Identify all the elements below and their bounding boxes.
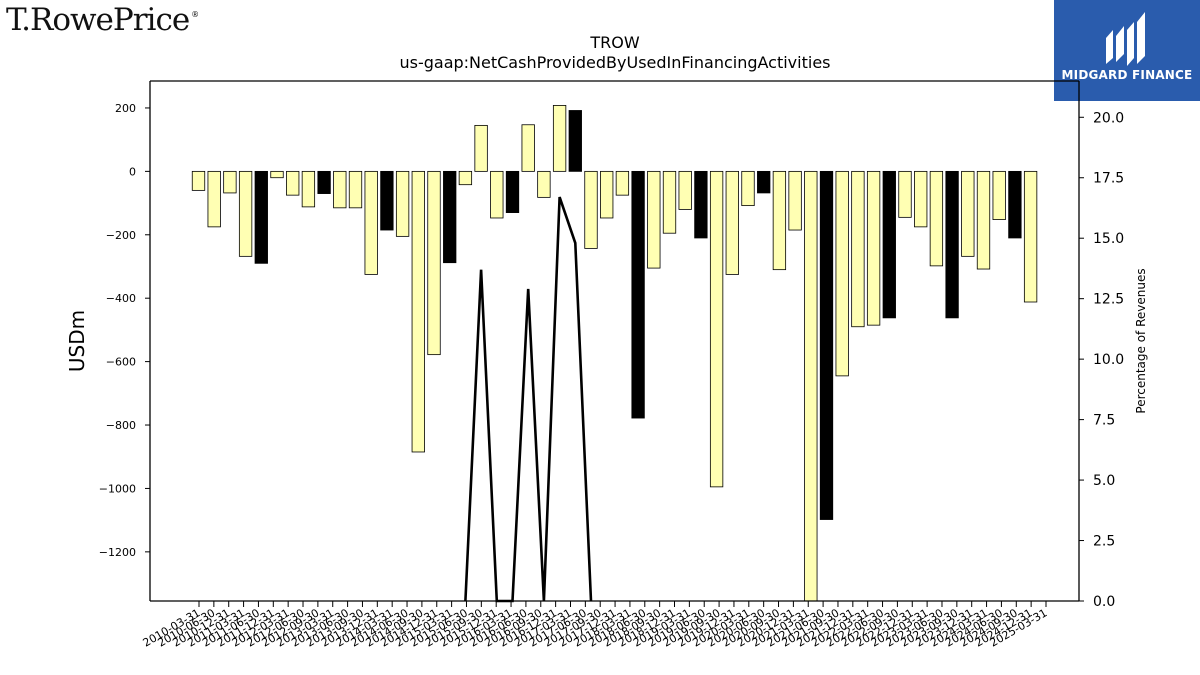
bar xyxy=(662,170,677,234)
chart-subtitle: us-gaap:NetCashProvidedByUsedInFinancing… xyxy=(399,53,830,72)
bar xyxy=(427,170,441,356)
bar xyxy=(804,170,818,602)
bar xyxy=(835,170,849,377)
bar xyxy=(348,170,363,209)
bar xyxy=(772,170,787,271)
y-axis-label-right: Percentage of Revenues xyxy=(1134,268,1148,413)
y-tick-label: 0 xyxy=(129,165,136,178)
y-tick-label: −800 xyxy=(106,419,136,432)
revenue-percentage-line xyxy=(464,196,593,603)
bar xyxy=(914,170,928,228)
bar xyxy=(207,170,221,228)
bar xyxy=(364,170,378,275)
bar xyxy=(552,105,567,172)
y-tick-label-right: 10.0 xyxy=(1093,352,1124,368)
y-tick-label-right: 20.0 xyxy=(1093,110,1124,126)
y-tick-label-right: 15.0 xyxy=(1093,231,1124,247)
y-axis-label: USDm xyxy=(65,310,89,372)
bar xyxy=(788,170,802,231)
bar xyxy=(647,170,661,269)
bar xyxy=(882,170,896,319)
y-tick-label: −200 xyxy=(106,229,136,242)
bar xyxy=(191,170,206,191)
bar xyxy=(961,170,975,257)
bar xyxy=(757,170,771,194)
bar xyxy=(1023,170,1038,303)
y-tick-label: −1200 xyxy=(99,546,136,559)
bar xyxy=(270,170,284,179)
bar xyxy=(694,170,708,239)
midgard-m-icon xyxy=(1106,12,1145,66)
bar xyxy=(521,124,535,172)
y-tick-label-right: 0.0 xyxy=(1093,594,1115,610)
y-tick-label: 200 xyxy=(115,102,136,115)
bar xyxy=(458,170,473,186)
y-tick-label-right: 5.0 xyxy=(1093,473,1115,489)
bar xyxy=(709,170,724,488)
bar xyxy=(1008,170,1022,239)
y-tick-label-right: 2.5 xyxy=(1093,534,1115,550)
bar xyxy=(568,110,582,172)
bar xyxy=(819,170,834,520)
bar xyxy=(584,170,598,249)
bar xyxy=(898,170,912,218)
bar xyxy=(223,170,237,194)
bar xyxy=(615,170,630,196)
bar xyxy=(992,170,1006,220)
bar xyxy=(505,170,520,213)
bar xyxy=(380,170,394,231)
bar xyxy=(301,170,316,208)
bar xyxy=(631,170,645,419)
y-tick-label-right: 7.5 xyxy=(1093,413,1115,429)
midgard-finance-logo: MIDGARD FINANCE xyxy=(1054,0,1200,101)
bar xyxy=(238,170,253,257)
bar xyxy=(395,170,410,237)
y-tick-label: −600 xyxy=(106,356,136,369)
bar xyxy=(945,170,959,319)
bar xyxy=(929,170,944,267)
midgard-finance-wordmark: MIDGARD FINANCE xyxy=(1061,68,1193,82)
bar xyxy=(411,170,425,453)
bar xyxy=(600,170,614,219)
bar xyxy=(286,170,300,196)
bar xyxy=(678,170,692,210)
bar xyxy=(254,170,268,264)
bar xyxy=(333,170,347,209)
y-tick-label: −400 xyxy=(106,292,136,305)
t-rowe-price-logo: T.RowePrice ® xyxy=(6,2,200,38)
bar xyxy=(490,170,504,219)
y-tick-label: −1000 xyxy=(99,482,136,495)
bar xyxy=(474,124,488,172)
bar xyxy=(976,170,991,270)
y-tick-label-right: 12.5 xyxy=(1093,292,1124,308)
bar xyxy=(537,170,551,198)
chart-title: TROW xyxy=(589,33,639,52)
bar xyxy=(725,170,739,275)
y-tick-label-right: 17.5 xyxy=(1093,171,1124,187)
bar xyxy=(741,170,755,207)
bar xyxy=(443,170,457,264)
bar xyxy=(851,170,865,328)
bar xyxy=(317,170,331,194)
bar xyxy=(866,170,881,326)
